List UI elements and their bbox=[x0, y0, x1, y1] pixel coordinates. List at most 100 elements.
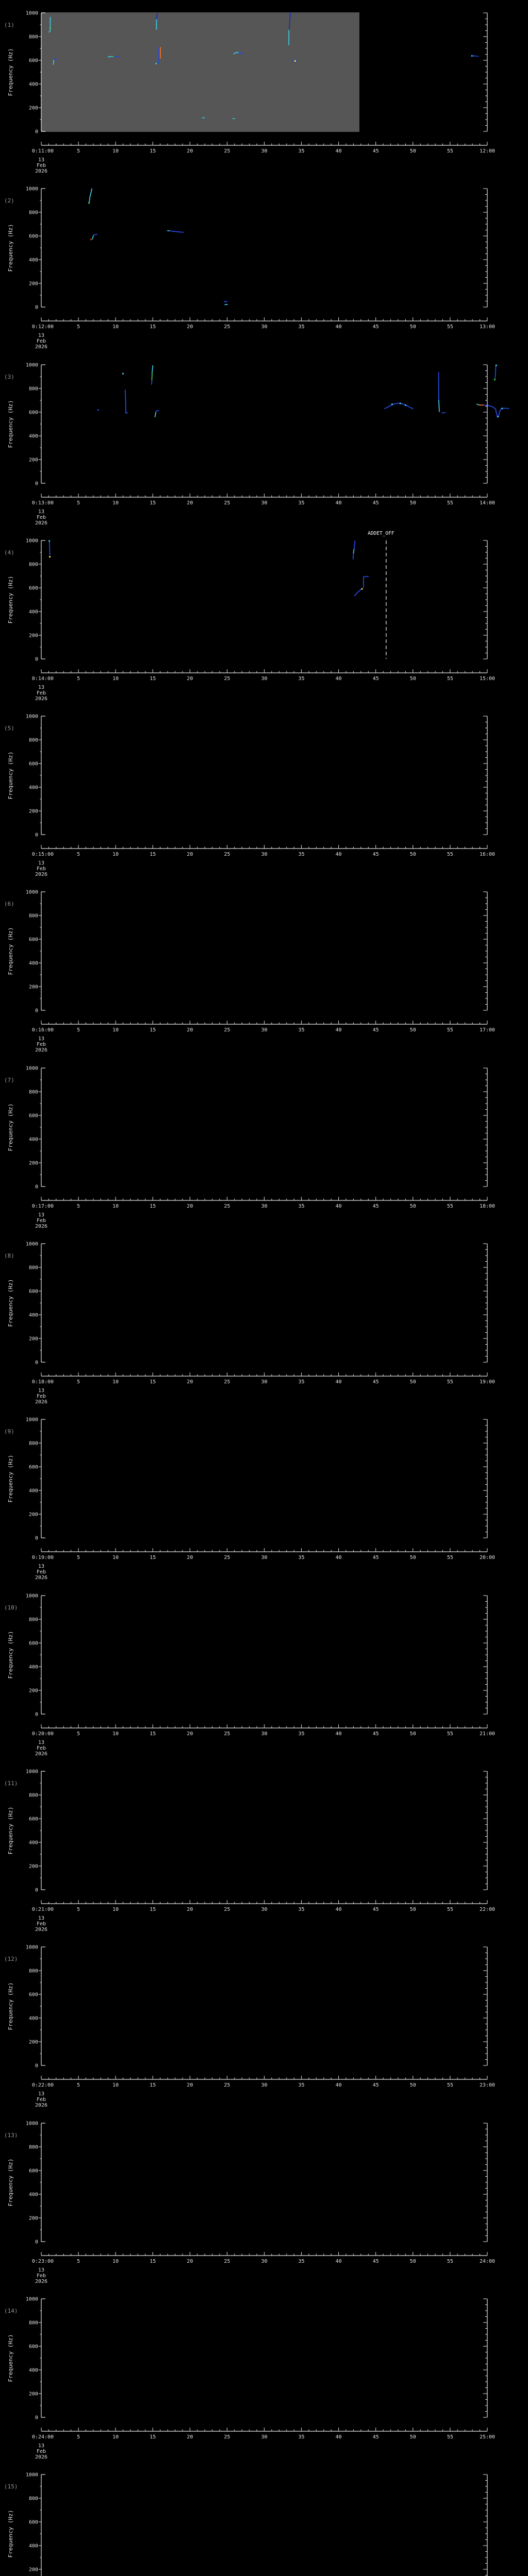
x-axis-tick-label: 45 bbox=[373, 1731, 379, 1737]
x-axis-tick-label: 5 bbox=[77, 1907, 80, 1912]
x-axis-tick-label: 40 bbox=[336, 676, 342, 682]
spectrogram-plot: 0 200 400 600 800 1000 0:15:00 5 10 15 20 25 30 35 40 4… bbox=[4, 714, 495, 878]
x-axis-start-time-label: 0:11:00 bbox=[32, 148, 54, 154]
x-axis-tick-label: 15 bbox=[150, 2434, 156, 2440]
y-axis-tick-label: 400 bbox=[29, 2544, 38, 2549]
x-axis-tick-label: 50 bbox=[410, 2434, 416, 2440]
signal-trace bbox=[92, 235, 94, 240]
y-axis-tick-label: 600 bbox=[29, 1817, 38, 1822]
x-axis-tick-label: 30 bbox=[261, 1907, 267, 1912]
y-axis-tick-label: 400 bbox=[29, 434, 38, 439]
x-axis-tick-label: 5 bbox=[77, 324, 80, 330]
y-axis-tick-label: 1000 bbox=[26, 187, 38, 192]
date-label: Feb bbox=[37, 2273, 46, 2279]
date-label: 13 bbox=[38, 333, 44, 338]
y-axis-title: Frequency (Hz) bbox=[7, 2159, 14, 2207]
spectrogram-panel: 0 200 400 600 800 1000 0:20:00 5 10 15 20 25 30 35 40 4… bbox=[0, 1583, 528, 1759]
x-axis-tick-label: 30 bbox=[261, 324, 267, 330]
signal-trace bbox=[494, 365, 497, 379]
x-axis-tick-label: 30 bbox=[261, 2259, 267, 2264]
x-axis-end-time-label: 17:00 bbox=[480, 1027, 495, 1033]
y-axis-tick-label: 600 bbox=[29, 2168, 38, 2174]
signal-trace-dot bbox=[501, 408, 503, 410]
y-axis-tick-label: 600 bbox=[29, 937, 38, 943]
spectrogram-plot: 0 200 400 600 800 1000 0:18:00 5 10 15 20 25 30 35 40 4… bbox=[4, 1242, 495, 1405]
x-axis-tick-label: 20 bbox=[187, 1379, 193, 1385]
y-axis-tick-label: 400 bbox=[29, 1665, 38, 1670]
signal-trace bbox=[156, 12, 158, 20]
y-axis-tick-label: 200 bbox=[29, 457, 38, 463]
y-axis-tick-label: 0 bbox=[35, 129, 38, 135]
x-axis-tick-label: 15 bbox=[150, 148, 156, 154]
x-axis-tick-label: 10 bbox=[112, 2082, 119, 2088]
y-axis-tick-label: 0 bbox=[35, 305, 38, 311]
x-axis-tick-label: 45 bbox=[373, 1204, 379, 1209]
y-axis-tick-label: 1000 bbox=[26, 363, 38, 368]
date-label: Feb bbox=[37, 515, 46, 520]
x-axis-end-time-label: 15:00 bbox=[480, 676, 495, 682]
y-axis-title: Frequency (Hz) bbox=[7, 752, 14, 800]
y-axis-tick-label: 400 bbox=[29, 258, 38, 263]
date-label: Feb bbox=[37, 2449, 46, 2454]
x-axis-tick-label: 30 bbox=[261, 1027, 267, 1033]
y-axis-tick-label: 600 bbox=[29, 410, 38, 416]
spectrogram-panel: 0 200 400 600 800 1000 0:15:00 5 10 15 20 25 30 35 40 4… bbox=[0, 703, 528, 879]
y-axis-tick-label: 200 bbox=[29, 1864, 38, 1870]
x-axis-tick-label: 45 bbox=[373, 148, 379, 154]
x-axis-tick-label: 35 bbox=[299, 852, 305, 857]
spectrogram-panel: 0 200 400 600 800 1000 0:13:00 5 10 15 20 25 30 35 40 4… bbox=[0, 352, 528, 528]
spectrogram-panel: 0 200 400 600 800 1000 0:18:00 5 10 15 20 25 30 35 40 4… bbox=[0, 1231, 528, 1407]
x-axis-tick-label: 30 bbox=[261, 852, 267, 857]
spectrogram-plot: 0 200 400 600 800 1000 0:17:00 5 10 15 20 25 30 35 40 4… bbox=[4, 1066, 495, 1230]
spectrogram-plot: ADDET_OFF 0 200 400 600 800 1000 0:14:00 5 10 15 20… bbox=[4, 531, 495, 702]
x-axis-tick-label: 55 bbox=[447, 2082, 453, 2088]
panel-number-label: (12) bbox=[4, 1956, 18, 1962]
spectrogram-panel: 0 200 400 600 800 1000 0:17:00 5 10 15 20 25 30 35 40 4… bbox=[0, 1055, 528, 1231]
x-axis-tick-label: 50 bbox=[410, 500, 416, 506]
x-axis-tick-label: 55 bbox=[447, 1027, 453, 1033]
date-label: Feb bbox=[37, 866, 46, 872]
y-axis-title: Frequency (Hz) bbox=[7, 1631, 14, 1679]
y-axis-tick-label: 800 bbox=[29, 1793, 38, 1799]
x-axis-tick-label: 20 bbox=[187, 852, 193, 857]
x-axis-tick-label: 55 bbox=[447, 1555, 453, 1561]
spectrogram-plot: 0 200 400 600 800 1000 0:16:00 5 10 15 20 25 30 35 40 4… bbox=[4, 890, 495, 1054]
signal-trace-dot bbox=[155, 62, 157, 64]
signal-trace bbox=[48, 16, 51, 33]
y-axis-tick-label: 600 bbox=[29, 1992, 38, 1998]
y-axis-tick-label: 400 bbox=[29, 2368, 38, 2374]
spectrogram-plot: 0 200 400 600 800 1000 0:12:00 5 10 15 20 25 30 35 40 4… bbox=[4, 187, 495, 350]
y-axis-tick-label: 800 bbox=[29, 1441, 38, 1447]
x-axis-tick-label: 40 bbox=[336, 852, 342, 857]
signal-trace bbox=[224, 303, 228, 306]
x-axis-tick-label: 50 bbox=[410, 1204, 416, 1209]
x-axis-tick-label: 45 bbox=[373, 2259, 379, 2264]
x-axis-end-time-label: 20:00 bbox=[480, 1555, 495, 1561]
x-axis-end-time-label: 25:00 bbox=[480, 2434, 495, 2440]
x-axis-tick-label: 20 bbox=[187, 2259, 193, 2264]
x-axis-tick-label: 55 bbox=[447, 676, 453, 682]
y-axis-title: Frequency (Hz) bbox=[7, 2334, 14, 2382]
date-label: 2026 bbox=[35, 1751, 47, 1757]
date-label: 2026 bbox=[35, 1047, 47, 1053]
date-label: Feb bbox=[37, 1921, 46, 1927]
x-axis-tick-label: 45 bbox=[373, 1379, 379, 1385]
x-axis-tick-label: 55 bbox=[447, 2434, 453, 2440]
y-axis-title: Frequency (Hz) bbox=[7, 576, 14, 624]
panel-number-label: (14) bbox=[4, 2308, 18, 2314]
spectrogram-panel: ADDET_OFF 0 200 400 600 800 1000 0:14:00 5 10 15 20… bbox=[0, 528, 528, 704]
panel-number-label: (2) bbox=[4, 197, 14, 204]
x-axis-end-time-label: 14:00 bbox=[480, 500, 495, 506]
x-axis-tick-label: 20 bbox=[187, 1027, 193, 1033]
x-axis-tick-label: 45 bbox=[373, 2434, 379, 2440]
spectrogram-panel: 0 200 400 600 800 1000 0:22:00 5 10 15 20 25 30 35 40 4… bbox=[0, 1934, 528, 2110]
x-axis-tick-label: 45 bbox=[373, 1555, 379, 1561]
signal-trace-dot bbox=[497, 416, 499, 418]
x-axis-tick-label: 10 bbox=[112, 2434, 119, 2440]
x-axis-tick-label: 40 bbox=[336, 1204, 342, 1209]
y-axis-title: Frequency (Hz) bbox=[7, 224, 14, 272]
x-axis-tick-label: 30 bbox=[261, 2082, 267, 2088]
x-axis-tick-label: 25 bbox=[224, 1379, 230, 1385]
x-axis-tick-label: 55 bbox=[447, 1907, 453, 1912]
signal-trace bbox=[353, 540, 356, 549]
